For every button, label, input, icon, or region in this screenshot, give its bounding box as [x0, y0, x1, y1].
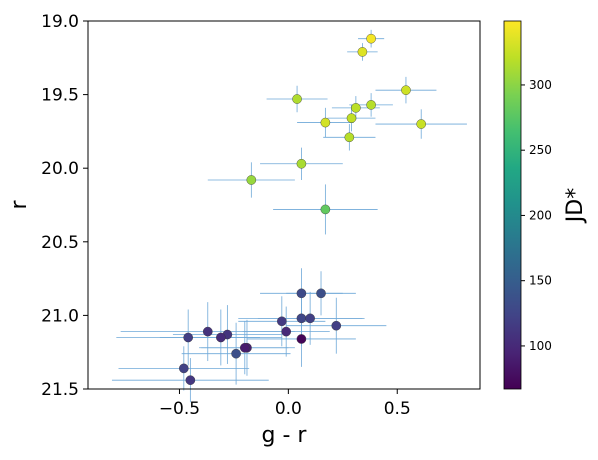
x-tick-label: −0.5 — [159, 399, 200, 419]
data-point — [281, 326, 291, 337]
data-point — [246, 175, 257, 185]
y-tick-label: 21.0 — [41, 306, 79, 326]
data-point — [239, 342, 250, 353]
plot-area-frame — [87, 20, 481, 390]
colorbar — [503, 20, 522, 390]
data-point — [401, 85, 411, 95]
y-tick-label: 19.0 — [41, 12, 79, 32]
colorbar-tick-label: 250 — [529, 143, 552, 157]
data-point — [357, 47, 368, 57]
y-axis-ticks: 19.0 19.5 20.0 20.5 21.0 21.5 — [41, 12, 88, 400]
y-tick-label: 20.5 — [41, 233, 79, 253]
y-axis-label: r — [7, 200, 32, 210]
data-point — [320, 117, 331, 128]
y-tick-label: 21.5 — [41, 380, 79, 400]
data-point — [183, 332, 193, 343]
x-tick-label: 0.0 — [275, 399, 302, 419]
colorbar-tick-label: 100 — [529, 339, 552, 353]
y-tick-label: 19.5 — [41, 86, 79, 106]
data-point — [366, 100, 376, 110]
colorbar-tick-label: 200 — [529, 208, 552, 222]
data-point — [316, 288, 326, 299]
data-point — [305, 313, 315, 324]
data-point — [331, 320, 342, 331]
data-point — [296, 288, 307, 299]
data-point — [179, 363, 189, 374]
data-point — [351, 103, 361, 113]
data-point — [366, 33, 376, 44]
data-point — [292, 94, 302, 104]
x-axis-label: g - r — [262, 423, 308, 448]
colorbar-ticks: 100 150 200 250 300 — [521, 78, 552, 353]
colorbar-tick-label: 150 — [529, 274, 552, 288]
colorbar-label: JD* — [563, 188, 588, 224]
error-bars — [111, 29, 467, 403]
data-point — [296, 158, 307, 169]
x-axis-ticks: −0.5 0.0 0.5 — [159, 389, 411, 419]
data-point — [216, 332, 226, 343]
data-point — [296, 334, 307, 344]
colorbar-tick-label: 300 — [529, 78, 552, 92]
data-point — [277, 316, 287, 327]
data-point — [344, 132, 355, 143]
y-tick-label: 20.0 — [41, 159, 79, 179]
x-tick-label: 0.5 — [384, 399, 411, 419]
data-point — [346, 113, 357, 123]
data-point — [320, 204, 331, 215]
data-point — [231, 348, 241, 359]
data-point — [416, 119, 427, 129]
data-point — [296, 313, 307, 324]
data-points — [179, 33, 427, 385]
data-point — [185, 375, 196, 385]
data-point — [202, 326, 213, 337]
